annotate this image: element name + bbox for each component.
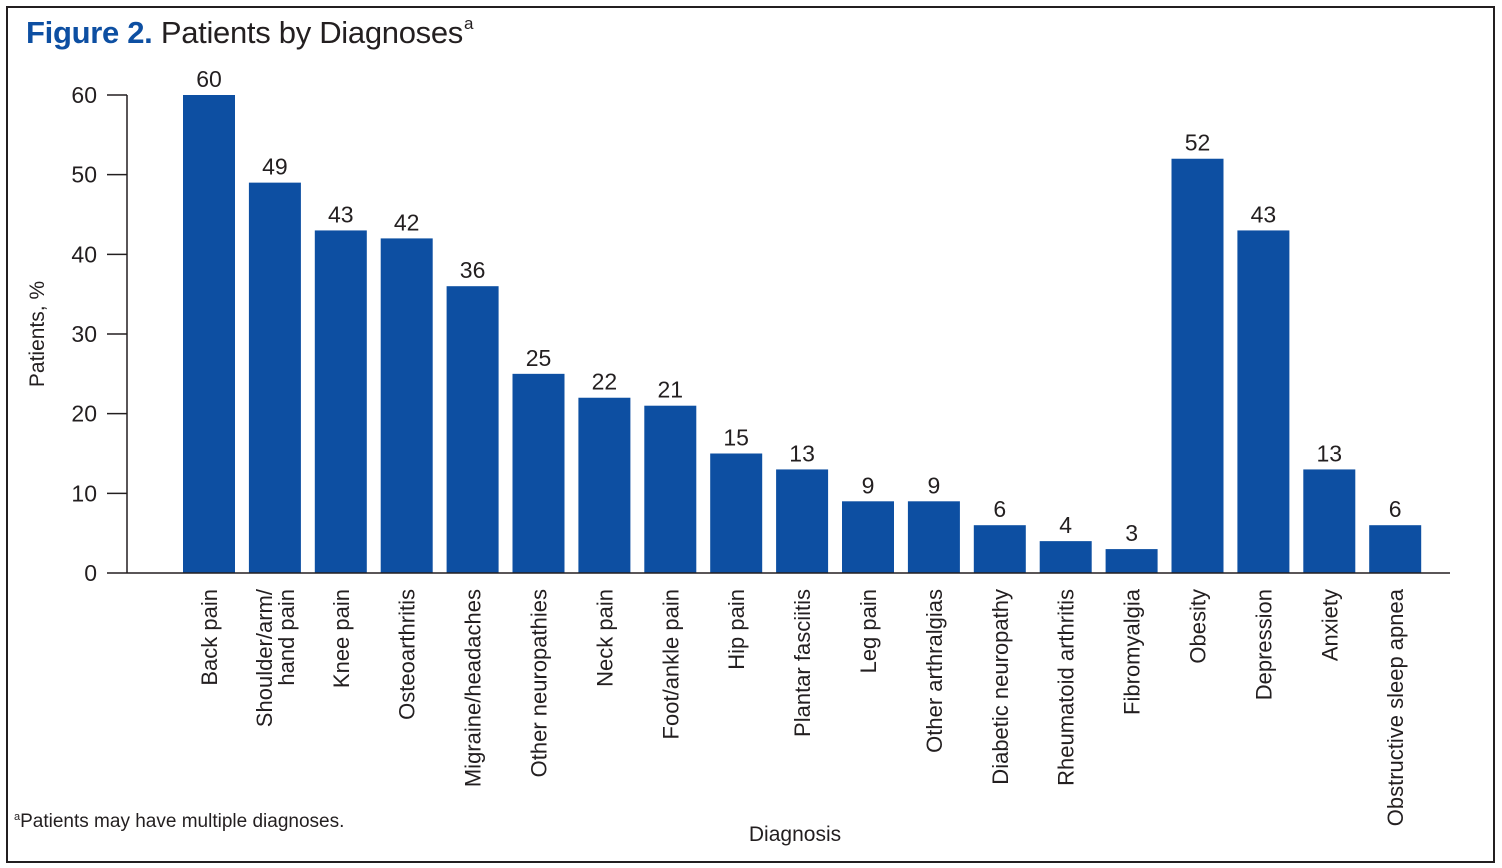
data-label: 25	[526, 345, 552, 371]
y-tick-label: 30	[71, 321, 97, 347]
bar	[776, 469, 829, 573]
x-axis-title: Diagnosis	[749, 823, 841, 846]
bar	[907, 501, 960, 573]
data-label: 36	[460, 257, 486, 283]
x-axis: Back pain Shoulder/arm/hand pain Knee pain…	[127, 572, 1450, 826]
y-tick-label: 60	[71, 82, 97, 108]
bar	[248, 182, 301, 573]
data-label: 13	[789, 440, 815, 466]
x-tick-label: Obesity	[1186, 589, 1211, 664]
data-label: 13	[1317, 440, 1343, 466]
figure-number: Figure 2.	[26, 15, 153, 50]
bar	[1369, 525, 1422, 573]
data-label: 6	[1389, 496, 1402, 522]
data-label: 9	[928, 472, 941, 498]
footnote: aPatients may have multiple diagnoses.	[14, 811, 344, 833]
x-tick-label: Neck pain	[592, 589, 617, 687]
data-label: 9	[862, 472, 875, 498]
figure-title: Figure 2. Patients by Diagnosesa	[26, 14, 473, 51]
x-tick-label: Other arthralgias	[922, 589, 947, 753]
x-tick-label: Anxiety	[1317, 589, 1342, 661]
y-tick-label: 0	[84, 560, 97, 586]
y-tick-label: 10	[71, 480, 97, 506]
x-tick-label: Leg pain	[856, 589, 881, 673]
bar	[1171, 158, 1224, 573]
bar	[842, 501, 894, 573]
y-axis-title: Patients, %	[26, 281, 49, 387]
y-tick-label: 20	[71, 401, 97, 427]
bar	[710, 453, 763, 573]
x-tick-label: Migraine/headaches	[461, 589, 486, 787]
bar	[1237, 230, 1290, 573]
x-tick-label: Diabetic neuropathy	[988, 589, 1013, 785]
x-tick-label: Shoulder/arm/hand pain	[252, 588, 299, 727]
bar	[1303, 469, 1356, 573]
data-label: 49	[262, 154, 288, 180]
data-label: 60	[196, 66, 222, 92]
footnote-text: Patients may have multiple diagnoses.	[20, 811, 345, 832]
data-label: 22	[592, 369, 618, 395]
x-tick-label: Rheumatoid arthritis	[1054, 589, 1079, 786]
bar	[380, 238, 433, 573]
x-tick-label: Other neuropathies	[527, 589, 552, 777]
figure-frame	[6, 6, 1495, 863]
y-tick-label: 50	[71, 162, 97, 188]
footnote-marker: a	[14, 811, 21, 823]
data-label: 15	[723, 425, 749, 451]
x-tick-label: Hip pain	[724, 589, 749, 670]
bar	[183, 95, 235, 573]
data-label: 4	[1059, 512, 1072, 538]
data-label: 42	[394, 209, 420, 235]
data-label: 3	[1125, 520, 1138, 546]
title-footnote-marker: a	[464, 14, 474, 33]
x-tick-label: Foot/ankle pain	[658, 589, 683, 739]
x-tick-label: Osteoarthritis	[395, 589, 420, 720]
x-tick-label: Depression	[1251, 589, 1276, 700]
x-tick-label: Plantar fasciitis	[790, 589, 815, 737]
data-label: 43	[328, 201, 354, 227]
bar	[314, 230, 367, 573]
bar	[512, 373, 565, 573]
x-tick-label: Back pain	[197, 589, 222, 686]
data-label: 6	[993, 496, 1006, 522]
data-label: 43	[1251, 201, 1277, 227]
data-label: 21	[658, 377, 684, 403]
bar	[644, 405, 697, 573]
bar	[1105, 549, 1158, 573]
y-axis: 0 10 20 30 40 50 60	[71, 82, 128, 586]
y-tick-label: 40	[71, 241, 97, 267]
x-tick-label: Obstructive sleep apnea	[1383, 588, 1408, 826]
bars	[183, 95, 1422, 573]
x-tick-label: Knee pain	[329, 589, 354, 688]
bar	[578, 397, 631, 573]
bar	[446, 286, 499, 573]
figure-title-text: Patients by Diagnoses	[160, 15, 463, 50]
data-label: 52	[1185, 130, 1211, 156]
bar	[1039, 541, 1092, 573]
bar	[973, 525, 1026, 573]
x-tick-label: Fibromyalgia	[1120, 588, 1145, 715]
